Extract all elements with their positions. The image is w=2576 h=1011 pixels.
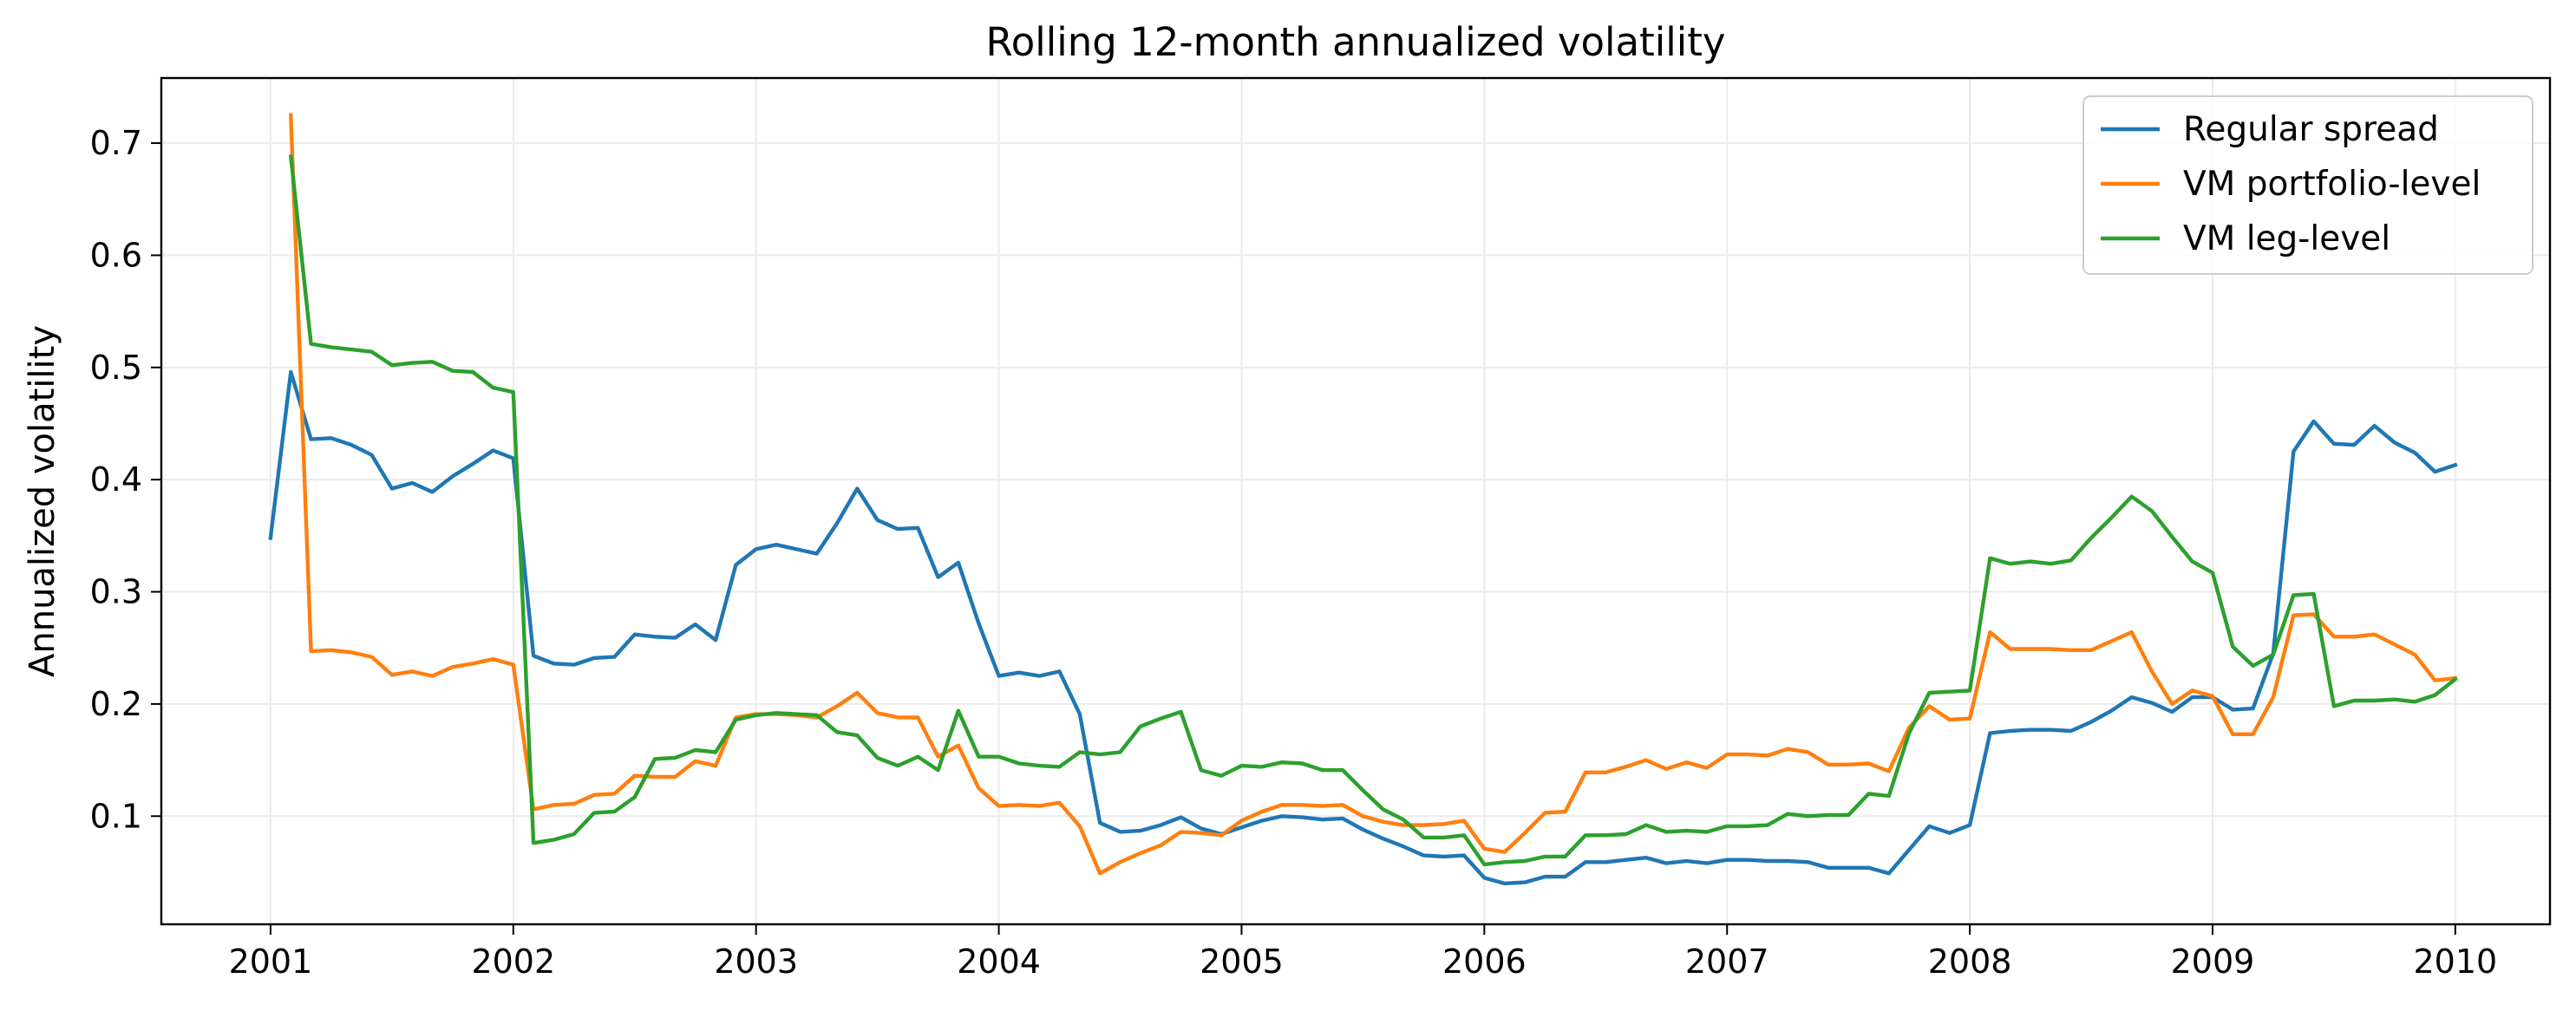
series-line-vm-leg-level bbox=[288, 154, 2458, 867]
x-tick-label: 2001 bbox=[229, 943, 313, 981]
x-tick-label: 2004 bbox=[957, 943, 1041, 981]
y-axis: 0.1 0.2 0.3 0.4 0.5 0.6 0.7 bbox=[90, 124, 161, 835]
y-axis-title: Annualized volatility bbox=[23, 325, 62, 677]
plot-frame bbox=[160, 76, 2552, 926]
y-tick-label: 0.2 bbox=[90, 685, 142, 723]
x-tick-label: 2005 bbox=[1200, 943, 1284, 981]
chart-title: Rolling 12-month annualized volatility bbox=[985, 19, 1725, 65]
y-tick-label: 0.7 bbox=[90, 124, 142, 162]
x-tick-label: 2009 bbox=[2171, 943, 2255, 981]
x-tick-label: 2008 bbox=[1928, 943, 2012, 981]
legend: Regular spread VM portfolio-level VM leg-l… bbox=[2082, 95, 2534, 275]
y-tick-label: 0.6 bbox=[90, 236, 142, 274]
series-line-vm-portfolio-level bbox=[289, 113, 2458, 876]
y-tick-label: 0.4 bbox=[90, 460, 142, 499]
y-tick-label: 0.5 bbox=[90, 349, 142, 387]
x-tick-label: 2003 bbox=[714, 943, 798, 981]
x-tick-label: 2002 bbox=[471, 943, 555, 981]
y-tick-label: 0.1 bbox=[90, 797, 142, 835]
series-lines bbox=[268, 113, 2458, 886]
series-line-regular-spread bbox=[268, 369, 2458, 886]
y-tick-label: 0.3 bbox=[90, 573, 142, 611]
legend-box bbox=[2082, 95, 2534, 275]
legend-label-vm-leg-level: VM leg-level bbox=[2183, 219, 2390, 258]
legend-label-vm-portfolio-level: VM portfolio-level bbox=[2183, 165, 2481, 204]
x-tick-label: 2010 bbox=[2413, 943, 2497, 981]
x-tick-label: 2007 bbox=[1685, 943, 1769, 981]
x-tick-label: 2006 bbox=[1442, 943, 1527, 981]
legend-label-regular-spread: Regular spread bbox=[2183, 110, 2439, 149]
x-axis: 2001 2002 2003 2004 2005 2006 2007 2008 2009 2010 bbox=[229, 924, 2497, 981]
